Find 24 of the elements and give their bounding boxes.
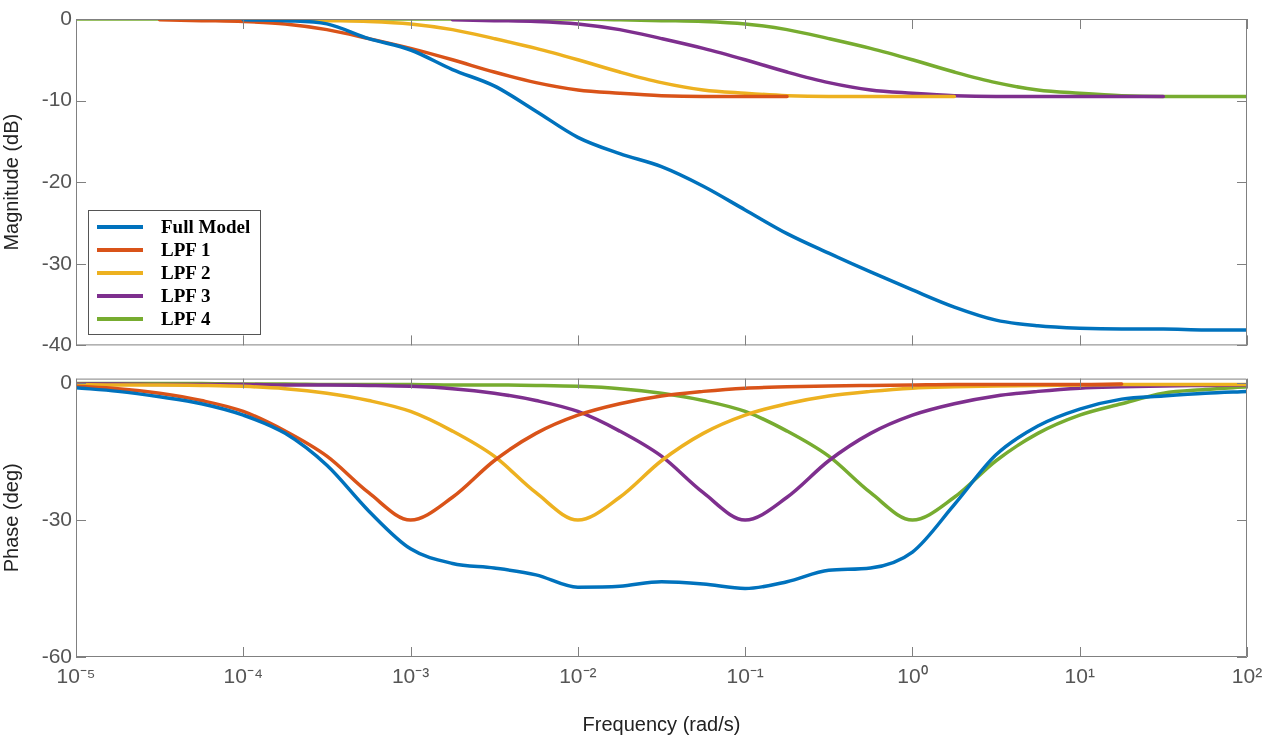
- x-tick-label: 10⁻³: [391, 664, 430, 688]
- y-tick-label: 0: [60, 5, 72, 29]
- x-tick-label: 10¹: [1064, 664, 1095, 688]
- x-tick-label: 10⁻⁵: [56, 664, 96, 688]
- legend-label: LPF 1: [161, 238, 211, 262]
- legend-label: Full Model: [161, 215, 251, 239]
- legend-label: LPF 2: [161, 261, 211, 285]
- x-tick-label: 10⁻²: [559, 664, 597, 688]
- y-tick-label: 0: [60, 369, 72, 393]
- y-axis-title: Magnitude (dB): [0, 113, 22, 251]
- x-tick-label: 10⁻¹: [726, 664, 764, 688]
- legend-label: LPF 4: [161, 307, 211, 331]
- y-tick-label: -30: [41, 250, 72, 274]
- y-axis-title: Phase (deg): [0, 463, 22, 573]
- x-tick-label: 10⁻⁴: [223, 664, 263, 688]
- x-axis-title: Frequency (rad/s): [582, 712, 741, 735]
- legend-label: LPF 3: [161, 284, 211, 308]
- y-tick-label: -40: [41, 332, 72, 356]
- y-tick-label: -10: [41, 87, 72, 111]
- y-tick-label: -30: [41, 506, 72, 530]
- x-tick-label: 10⁰: [897, 664, 928, 688]
- x-tick-label: 10²: [1231, 664, 1263, 688]
- y-tick-label: -20: [41, 169, 72, 192]
- y-tick-label: -60: [41, 643, 72, 667]
